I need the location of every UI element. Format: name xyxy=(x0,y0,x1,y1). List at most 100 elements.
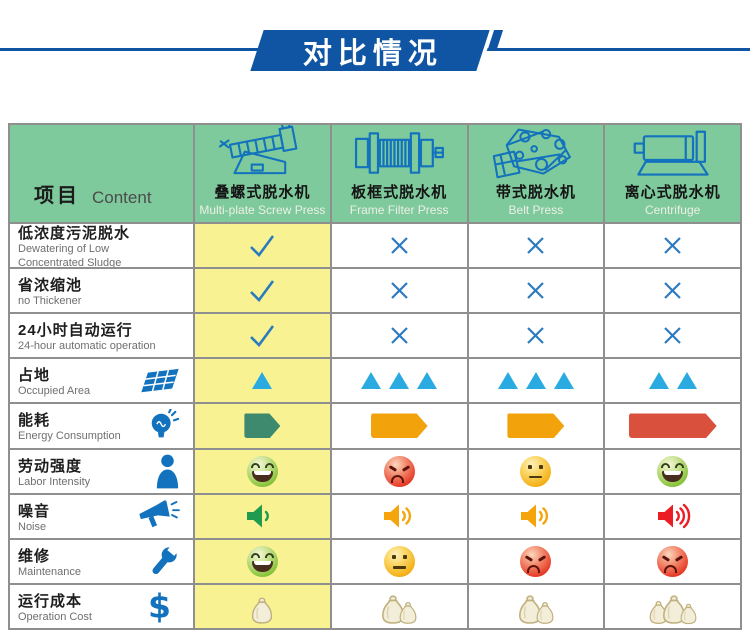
table-cell-r4-c2 xyxy=(468,404,604,448)
dollar-icon: $ xyxy=(148,586,171,626)
cross-icon xyxy=(527,327,545,345)
triangle-icon xyxy=(389,372,410,390)
cross-icon xyxy=(664,237,681,254)
table-cell-r0-c2 xyxy=(468,224,604,268)
area-icon xyxy=(141,368,179,393)
row-label-icon-wrap: $ xyxy=(148,590,171,623)
belt-press-icon xyxy=(492,128,571,179)
face-happy-icon xyxy=(246,545,278,577)
table-cell-r3-c3 xyxy=(605,359,740,403)
table-cell-r6-c3 xyxy=(605,494,740,538)
row-label-icon-wrap xyxy=(147,408,181,443)
money-bag-icon xyxy=(680,603,697,625)
table-cell-r4-c3 xyxy=(605,404,740,448)
corner-title-zh: 项目 xyxy=(34,185,80,207)
row-label-zh: 省浓缩池 xyxy=(18,277,83,295)
table-cell-r7-c2 xyxy=(468,539,604,583)
check-icon xyxy=(250,325,275,348)
row-label-en: Occupied Area xyxy=(18,385,91,398)
table-cell-r7-c0 xyxy=(195,539,330,583)
bulb-icon xyxy=(151,408,180,438)
machine-column-header-0: 叠螺式脱水机 Multi-plate Screw Press xyxy=(195,125,330,222)
row-label-icon-wrap xyxy=(154,454,181,489)
row-label-en: Noise xyxy=(18,520,47,533)
table-cell-r1-c1 xyxy=(331,269,467,313)
cross-icon xyxy=(527,282,545,299)
row-label-zh: 运行成本 xyxy=(18,592,83,610)
row-label-zh: 占地 xyxy=(18,367,51,385)
triangle-icon xyxy=(361,372,382,390)
triangle-icon xyxy=(497,372,518,390)
speaker-icon xyxy=(520,504,548,528)
table-cell-r8-c2 xyxy=(468,584,604,628)
check-icon xyxy=(250,235,275,258)
table-cell-r5-c2 xyxy=(468,449,604,493)
cross-icon xyxy=(664,327,681,345)
table-cell-r3-c1 xyxy=(331,359,467,403)
machine-name-en: Multi-plate Screw Press xyxy=(199,203,326,217)
row-label-en: Operation Cost xyxy=(18,610,92,623)
table-cell-r5-c3 xyxy=(605,449,740,493)
row-label-cell: 能耗 Energy Consumption xyxy=(10,404,193,448)
table-cell-r3-c2 xyxy=(468,359,604,403)
table-cell-r4-c0 xyxy=(195,404,330,448)
table-cell-r2-c3 xyxy=(605,314,740,358)
triangle-icon xyxy=(553,372,574,390)
row-label-en: Dewatering of Low Concentrated Sludge xyxy=(18,243,122,268)
row-label-zh: 维修 xyxy=(18,547,51,565)
banner-title: 对比情况 xyxy=(302,37,443,70)
row-label-cell: 运行成本 Operation Cost $ xyxy=(10,584,193,628)
row-label-icon-wrap xyxy=(147,543,181,578)
triangle-icon xyxy=(252,372,273,390)
corner-title-en: Content xyxy=(92,188,152,207)
arrow-bar xyxy=(371,413,428,438)
machine-column-header-2: 带式脱水机 Belt Press xyxy=(468,125,604,222)
cross-icon xyxy=(390,327,408,345)
centrifuge-icon xyxy=(633,130,709,176)
table-cell-r1-c3 xyxy=(605,269,740,313)
table-cell-r5-c1 xyxy=(331,449,467,493)
table-cell-r4-c1 xyxy=(331,404,467,448)
speaker-icon xyxy=(247,504,270,528)
money-bag-icon xyxy=(536,602,554,624)
screw-press-icon xyxy=(219,125,298,175)
row-label-cell: 维修 Maintenance xyxy=(10,539,193,583)
machine-name-zh: 板框式脱水机 xyxy=(351,184,448,201)
table-cell-r3-c0 xyxy=(195,359,330,403)
face-neutral-icon xyxy=(520,455,552,487)
machine-column-header-3: 离心式脱水机 Centrifuge xyxy=(605,125,740,222)
table-cell-r0-c0 xyxy=(195,224,330,268)
table-cell-r1-c2 xyxy=(468,269,604,313)
face-happy-icon xyxy=(657,455,689,487)
row-label-en: Maintenance xyxy=(18,565,81,578)
face-sad-icon xyxy=(383,455,415,487)
row-label-icon-wrap xyxy=(139,367,181,395)
cross-icon xyxy=(527,237,545,254)
row-label-en: Labor Intensity xyxy=(18,475,91,488)
face-sad-icon xyxy=(520,545,552,577)
speaker-icon xyxy=(657,504,690,529)
table-cell-r7-c3 xyxy=(605,539,740,583)
machine-name-en: Belt Press xyxy=(508,203,564,217)
table-cell-r1-c0 xyxy=(195,269,330,313)
table-cell-r5-c0 xyxy=(195,449,330,493)
row-label-en: no Thickener xyxy=(18,295,82,308)
cross-icon xyxy=(664,282,681,299)
table-cell-r0-c3 xyxy=(605,224,740,268)
row-label-cell: 劳动强度 Labor Intensity xyxy=(10,449,193,493)
face-neutral-icon xyxy=(383,545,415,577)
table-cell-r2-c1 xyxy=(331,314,467,358)
person-icon xyxy=(156,454,179,489)
table-cell-r6-c2 xyxy=(468,494,604,538)
banner-plate: 对比情况 xyxy=(250,30,490,71)
machine-column-header-1: 板框式脱水机 Frame Filter Press xyxy=(331,125,467,222)
table-cell-r0-c1 xyxy=(331,224,467,268)
triangle-icon xyxy=(648,372,669,390)
machine-name-zh: 带式脱水机 xyxy=(495,184,576,201)
table-cell-r8-c0 xyxy=(195,584,330,628)
face-happy-icon xyxy=(246,455,278,487)
row-label-zh: 24小时自动运行 xyxy=(18,322,133,340)
machine-name-en: Frame Filter Press xyxy=(349,203,449,217)
row-label-zh: 劳动强度 xyxy=(18,457,83,475)
